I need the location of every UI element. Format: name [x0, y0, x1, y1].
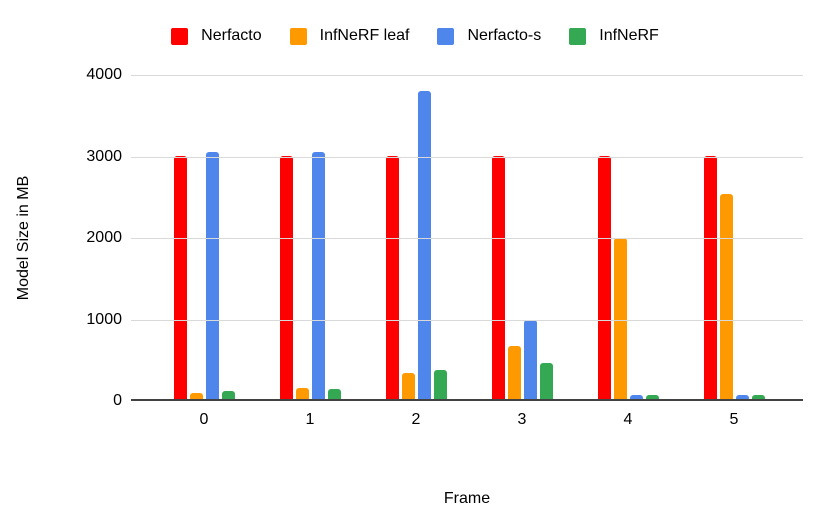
y-tick-label: 2000: [86, 229, 122, 246]
bar-group-frame-5: [681, 75, 787, 399]
bar-group-frame-2: [363, 75, 469, 399]
legend-swatch-icon: [437, 27, 455, 45]
legend-label: InfNeRF leaf: [319, 27, 410, 44]
legend-swatch-icon: [289, 27, 307, 45]
bar-infnerf: [539, 363, 553, 399]
x-axis-ticks: 0 1 2 3 4 5: [151, 411, 787, 429]
bar-nerfacto-s: [311, 152, 325, 399]
bar-nerfacto: [703, 156, 717, 399]
legend-swatch-icon: [569, 27, 587, 45]
x-tick-label: 4: [623, 411, 633, 428]
bar-nerfacto: [597, 156, 611, 399]
legend-swatch-icon: [171, 27, 189, 45]
bar-nerfacto: [491, 156, 505, 399]
bar-nerfacto-s: [205, 152, 219, 399]
chart-legend: Nerfacto InfNeRF leaf Nerfacto-s InfNeRF: [0, 27, 830, 45]
legend-label: InfNeRF: [599, 27, 659, 44]
bar-infnerf-leaf: [295, 388, 309, 399]
x-tick-label: 0: [199, 411, 209, 428]
x-tick-label: 3: [517, 411, 527, 428]
bar-infnerf: [433, 369, 447, 399]
x-axis-baseline: [131, 399, 803, 401]
bar-group-frame-0: [151, 75, 257, 399]
legend-label: Nerfacto: [201, 27, 262, 44]
bar-infnerf-leaf: [613, 238, 627, 399]
plot-area: [131, 75, 803, 401]
bar-group-frame-4: [575, 75, 681, 399]
legend-item: InfNeRF leaf: [289, 27, 410, 45]
gridline: [131, 319, 803, 321]
bar-group-frame-3: [469, 75, 575, 399]
gridline: [131, 75, 803, 76]
bar-nerfacto: [385, 156, 399, 399]
bar-group-frame-1: [257, 75, 363, 399]
legend-item: Nerfacto: [171, 27, 262, 45]
bar-infnerf-leaf: [507, 346, 521, 399]
bar-nerfacto-s: [417, 90, 431, 399]
bar-infnerf-leaf: [401, 372, 415, 399]
bar-infnerf-leaf: [719, 193, 733, 399]
y-tick-label: 3000: [86, 147, 122, 165]
x-tick-label: 2: [411, 411, 421, 428]
legend-item: InfNeRF: [569, 27, 659, 45]
y-tick-label: 1000: [86, 310, 122, 328]
bar-nerfacto: [173, 156, 187, 399]
bar-infnerf: [221, 391, 235, 399]
x-tick-label: 5: [729, 411, 739, 428]
bar-nerfacto-s: [629, 395, 643, 399]
bar-infnerf: [645, 395, 659, 399]
y-axis-title: Model Size in MB: [15, 175, 32, 301]
bars-container: [151, 75, 787, 399]
gridline: [131, 238, 803, 239]
bar-infnerf: [327, 388, 341, 399]
bar-nerfacto-s: [523, 319, 537, 399]
legend-label: Nerfacto-s: [467, 27, 542, 44]
bar-infnerf-leaf: [189, 392, 203, 399]
gridline: [131, 156, 803, 158]
bar-nerfacto: [279, 156, 293, 399]
y-tick-label: 4000: [86, 66, 122, 83]
y-tick-label: 0: [113, 392, 122, 409]
x-tick-label: 1: [305, 411, 315, 428]
x-axis-title: Frame: [443, 490, 491, 507]
bar-infnerf: [751, 395, 765, 399]
bar-nerfacto-s: [735, 395, 749, 399]
legend-item: Nerfacto-s: [437, 27, 541, 45]
